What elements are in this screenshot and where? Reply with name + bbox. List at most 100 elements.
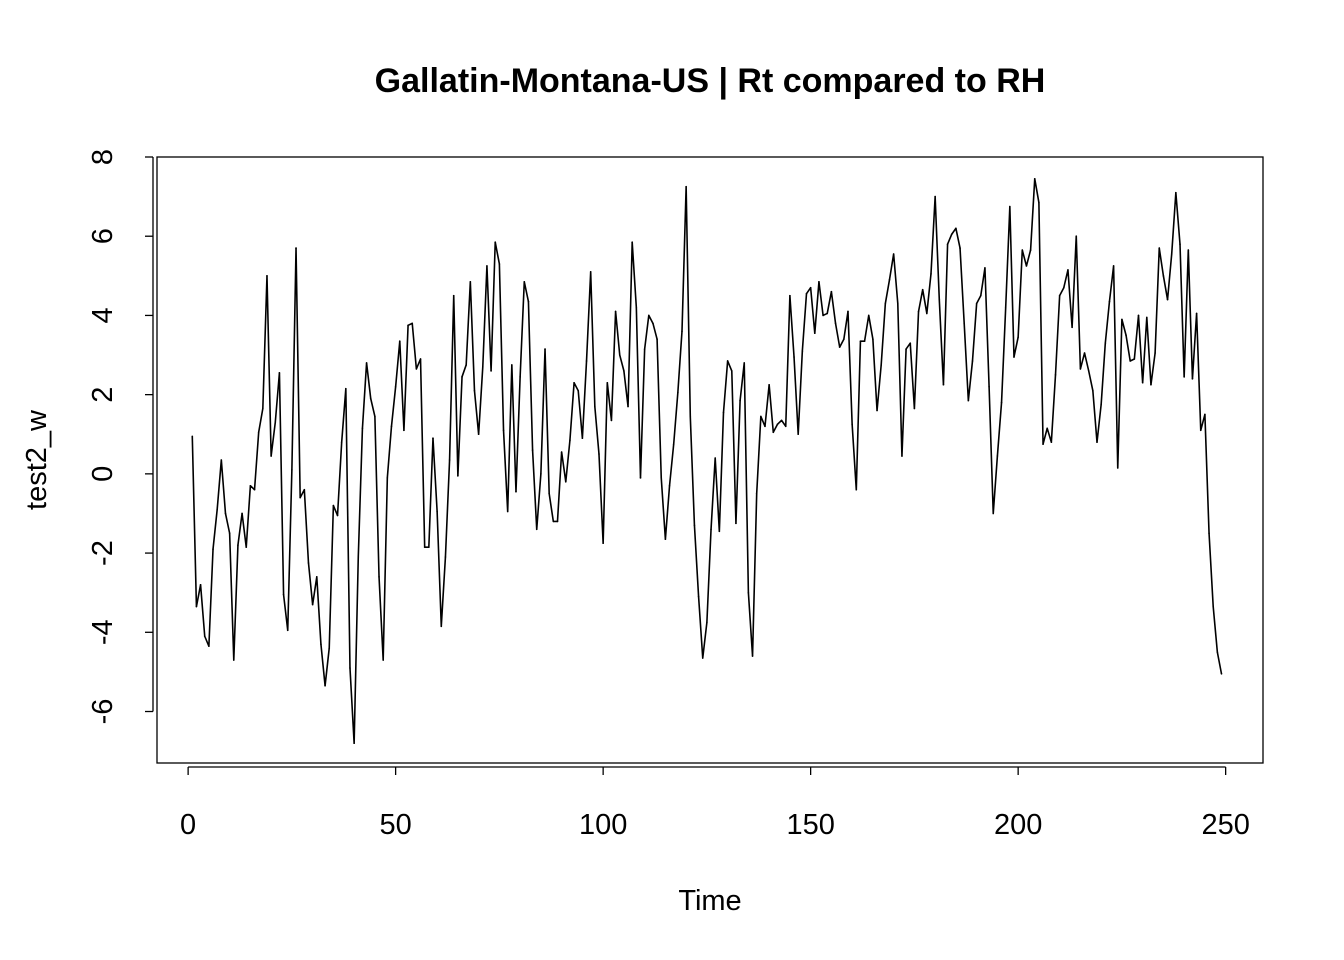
data-point [365,362,368,364]
data-point [465,364,467,366]
data-point [374,415,376,418]
data-point [598,453,600,455]
data-point [917,310,920,313]
data-point [1058,294,1061,297]
data-point [996,455,999,457]
data-point [689,415,692,418]
data-point [735,522,737,525]
y-tick-label: 0 [87,466,119,482]
data-point [291,469,293,471]
data-point [369,397,372,400]
data-point [232,659,235,661]
data-point [556,520,559,523]
data-point [1038,201,1040,204]
data-point [315,576,318,578]
data-point [884,302,887,305]
data-point [1150,383,1152,386]
data-point [452,294,455,297]
data-point [776,423,779,426]
series-line [191,177,1223,744]
data-point [892,253,895,255]
data-point [959,247,961,249]
data-point [241,512,243,515]
data-point [490,370,492,372]
data-point [697,595,700,598]
data-point [527,300,530,303]
data-point [1125,334,1127,337]
data-point [423,546,426,548]
data-points [191,177,1223,744]
data-point [677,391,679,394]
data-point [328,647,331,649]
data-point [1183,376,1185,378]
data-point [668,484,671,487]
data-point [1179,243,1181,245]
data-point [1129,360,1131,362]
data-point [353,742,355,744]
data-point [818,280,820,283]
data-point [1195,312,1198,315]
data-point [714,457,716,459]
data-point [726,360,729,362]
data-point [1141,381,1144,384]
data-point [228,532,231,535]
data-point [772,431,775,434]
data-point [286,629,289,632]
data-point [681,330,683,333]
data-point [548,492,550,495]
data-point [1021,249,1024,251]
data-point [1121,318,1123,321]
data-point [1154,352,1156,354]
data-point [270,455,272,457]
data-point [1013,356,1015,358]
data-point [760,415,762,418]
data-point [822,314,824,317]
data-point [1108,300,1111,303]
data-point [876,409,878,412]
y-tick-label: -4 [87,619,119,645]
data-point [564,480,567,483]
data-point [589,271,592,273]
data-point [577,389,580,392]
data-point [535,528,538,531]
data-point [1054,374,1057,376]
data-point [299,496,301,499]
data-point [203,635,206,638]
data-point [324,684,326,687]
data-point [245,546,248,548]
data-point [963,322,965,325]
data-point [652,322,654,325]
data-point [764,425,766,428]
data-point [502,429,505,432]
data-point [639,477,642,479]
data-point [855,488,858,491]
data-point [967,399,970,402]
data-point [984,267,986,269]
data-point [1175,191,1177,194]
data-point [847,310,849,313]
data-point [540,473,542,475]
data-point [909,342,912,344]
data-point [672,443,675,445]
data-point [1067,269,1069,271]
data-point [1025,265,1028,267]
data-point [212,548,214,550]
x-tick-label: 50 [379,809,411,841]
data-point [635,306,638,309]
data-point [594,405,596,408]
data-point [1116,467,1119,469]
data-point [1017,336,1019,339]
data-point [311,603,314,606]
data-point [701,657,704,659]
data-point [664,538,667,541]
data-point [1079,368,1082,370]
data-point [295,247,297,249]
data-point [486,265,488,267]
data-point [1191,378,1194,380]
data-point [216,508,218,511]
data-point [253,488,256,491]
data-point [971,360,974,362]
data-point [975,302,978,305]
data-point [544,348,546,350]
data-point [930,273,932,275]
